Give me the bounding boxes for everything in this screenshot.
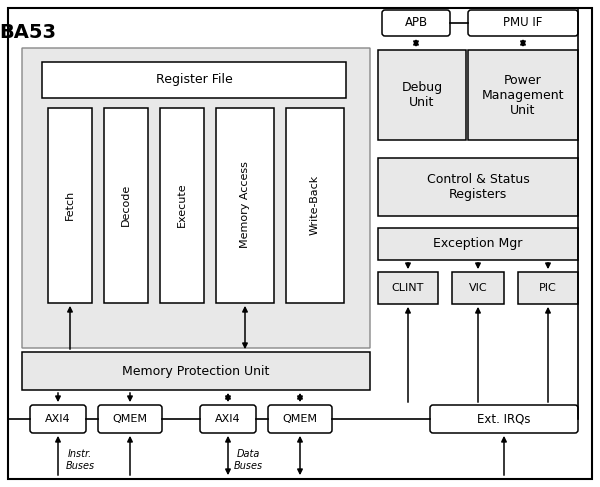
Text: Memory Protection Unit: Memory Protection Unit (122, 364, 269, 377)
Text: Register File: Register File (155, 74, 232, 87)
FancyBboxPatch shape (468, 10, 578, 36)
FancyBboxPatch shape (378, 50, 466, 140)
FancyBboxPatch shape (378, 228, 578, 260)
Text: Debug
Unit: Debug Unit (401, 81, 443, 109)
FancyBboxPatch shape (518, 272, 578, 304)
FancyBboxPatch shape (42, 62, 346, 98)
Text: PIC: PIC (539, 283, 557, 293)
Text: Exception Mgr: Exception Mgr (433, 238, 523, 250)
Text: AXI4: AXI4 (215, 414, 241, 424)
Text: AXI4: AXI4 (45, 414, 71, 424)
Text: Decode: Decode (121, 184, 131, 226)
FancyBboxPatch shape (286, 108, 344, 303)
FancyBboxPatch shape (378, 158, 578, 216)
FancyBboxPatch shape (98, 405, 162, 433)
Text: Data
Buses: Data Buses (233, 449, 263, 471)
FancyBboxPatch shape (104, 108, 148, 303)
Text: VIC: VIC (469, 283, 487, 293)
Text: Execute: Execute (177, 183, 187, 227)
FancyBboxPatch shape (200, 405, 256, 433)
FancyBboxPatch shape (22, 352, 370, 390)
Text: QMEM: QMEM (113, 414, 148, 424)
Text: Power
Management
Unit: Power Management Unit (482, 74, 564, 116)
Text: Control & Status
Registers: Control & Status Registers (427, 173, 529, 201)
FancyBboxPatch shape (378, 272, 438, 304)
Text: QMEM: QMEM (283, 414, 317, 424)
FancyBboxPatch shape (468, 50, 578, 140)
FancyBboxPatch shape (430, 405, 578, 433)
FancyBboxPatch shape (48, 108, 92, 303)
FancyBboxPatch shape (22, 48, 370, 348)
Text: Ext. IRQs: Ext. IRQs (477, 412, 531, 426)
FancyBboxPatch shape (216, 108, 274, 303)
FancyBboxPatch shape (268, 405, 332, 433)
Text: Write-Back: Write-Back (310, 175, 320, 235)
Text: Memory Access: Memory Access (240, 162, 250, 248)
FancyBboxPatch shape (382, 10, 450, 36)
FancyBboxPatch shape (452, 272, 504, 304)
FancyBboxPatch shape (30, 405, 86, 433)
FancyBboxPatch shape (8, 8, 592, 479)
Text: Instr.
Buses: Instr. Buses (65, 449, 95, 471)
Text: BA53: BA53 (0, 22, 56, 41)
FancyBboxPatch shape (160, 108, 204, 303)
Text: Fetch: Fetch (65, 190, 75, 220)
Text: APB: APB (404, 17, 428, 30)
Text: PMU IF: PMU IF (503, 17, 542, 30)
Text: CLINT: CLINT (392, 283, 424, 293)
